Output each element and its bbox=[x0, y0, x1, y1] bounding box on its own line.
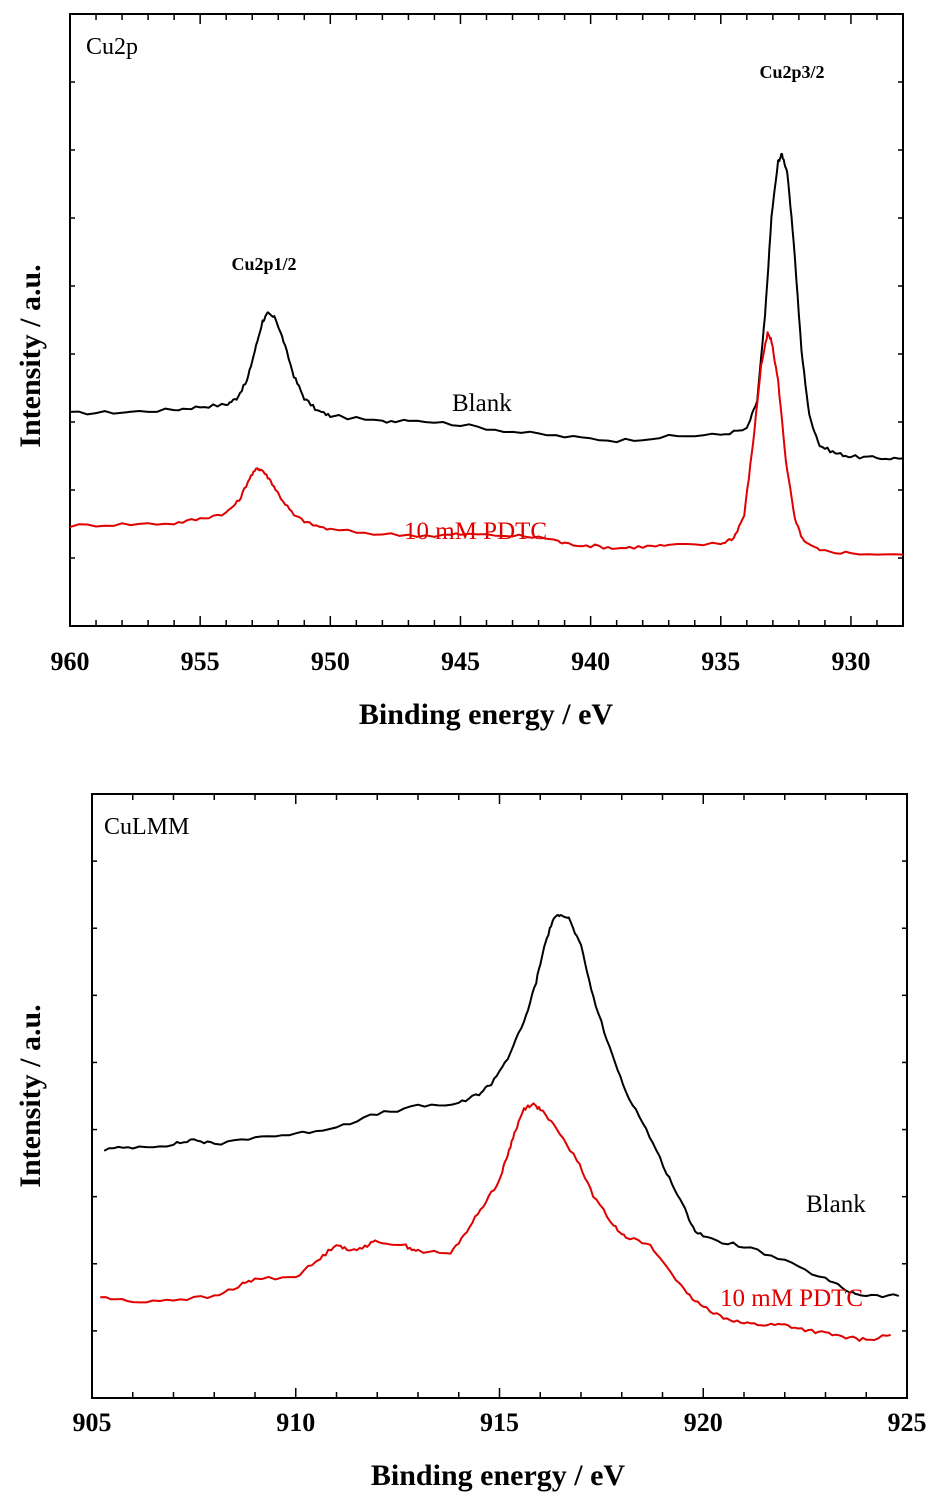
culmm-x-tick-label: 905 bbox=[73, 1408, 112, 1437]
cu2p1-2-peak-label: Cu2p1/2 bbox=[231, 254, 296, 274]
cu2p-blank-series-line bbox=[69, 152, 904, 461]
culmm-blank-label: Blank bbox=[806, 1191, 866, 1218]
cu2p-traces bbox=[69, 152, 904, 556]
culmm-x-tick-label: 920 bbox=[684, 1408, 723, 1437]
culmm-y-axis-title: Intensity / a.u. bbox=[14, 1004, 47, 1187]
cu2p-ticks: 960 955 950 945 940 935 930 bbox=[51, 14, 904, 676]
culmm-x-tick-label: 910 bbox=[276, 1408, 315, 1437]
culmm-panel-label: CuLMM bbox=[104, 814, 189, 840]
cu2p-panel: 960 955 950 945 940 935 930 Cu2p Cu2p1/2 Cu2p3… bbox=[14, 13, 904, 731]
culmm-panel: 905 910 915 920 925 CuLMM Blank 10 mM PDTC B… bbox=[14, 793, 927, 1492]
cu2p-x-tick-label: 960 bbox=[51, 647, 90, 676]
cu2p-x-tick-label: 950 bbox=[311, 647, 350, 676]
cu2p3-2-peak-label: Cu2p3/2 bbox=[759, 62, 824, 82]
culmm-pdtc-series-line bbox=[100, 1102, 891, 1342]
cu2p-x-tick-label: 955 bbox=[181, 647, 220, 676]
culmm-pdtc-label: 10 mM PDTC bbox=[720, 1285, 863, 1312]
cu2p-y-axis-title: Intensity / a.u. bbox=[14, 264, 47, 447]
cu2p-panel-label: Cu2p bbox=[86, 34, 138, 60]
culmm-x-axis-title: Binding energy / eV bbox=[371, 1459, 626, 1492]
cu2p-pdtc-label: 10 mM PDTC bbox=[404, 518, 547, 545]
cu2p-x-tick-label: 940 bbox=[571, 647, 610, 676]
culmm-ticks: 905 910 915 920 925 bbox=[73, 794, 927, 1437]
culmm-traces bbox=[100, 913, 900, 1342]
cu2p-blank-label: Blank bbox=[452, 390, 512, 417]
cu2p-pdtc-series-line bbox=[69, 331, 904, 556]
cu2p-x-tick-label: 930 bbox=[831, 647, 870, 676]
cu2p-x-tick-label: 945 bbox=[441, 647, 480, 676]
cu2p-x-tick-label: 935 bbox=[701, 647, 740, 676]
culmm-blank-series-line bbox=[103, 913, 900, 1299]
culmm-x-tick-label: 925 bbox=[888, 1408, 927, 1437]
cu2p-x-axis-title: Binding energy / eV bbox=[359, 698, 614, 731]
culmm-x-tick-label: 915 bbox=[480, 1408, 519, 1437]
